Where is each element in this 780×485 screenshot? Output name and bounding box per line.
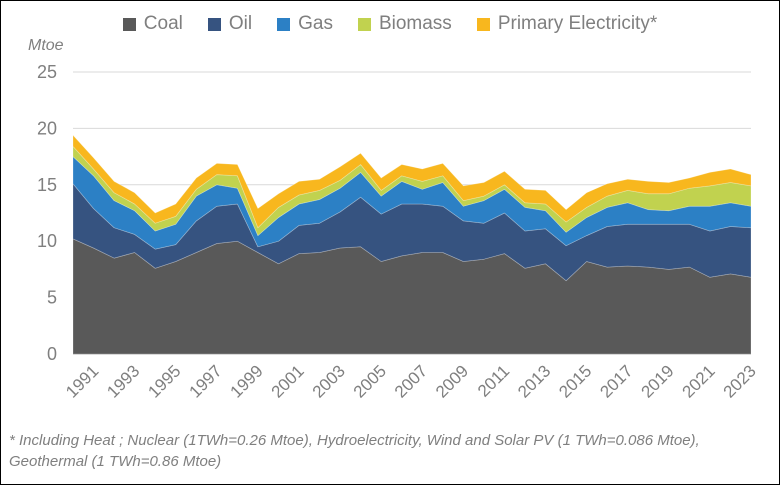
- legend-label-gas: Gas: [298, 13, 333, 34]
- legend-label-oil: Oil: [228, 13, 253, 34]
- x-tick-label-1997: 1997: [185, 361, 225, 401]
- legend-swatch-coal: [122, 17, 136, 31]
- y-tick-label-10: 10: [37, 231, 57, 251]
- x-tick-label-2003: 2003: [309, 361, 349, 401]
- x-tick-label-2001: 2001: [268, 361, 308, 401]
- legend-label-biomass: Biomass: [378, 13, 452, 34]
- unit-label: Mtoe: [28, 37, 64, 54]
- x-tick-label-2019: 2019: [637, 361, 677, 401]
- legend-item-oil: Oil: [207, 13, 253, 35]
- x-tick-label-2015: 2015: [555, 361, 595, 401]
- legend-swatch-oil: [207, 17, 221, 31]
- legend-swatch-gas: [277, 17, 291, 31]
- y-tick-label-15: 15: [37, 175, 57, 195]
- x-tick-label-1999: 1999: [227, 361, 267, 401]
- x-tick-label-2005: 2005: [350, 361, 390, 401]
- x-tick-label-2017: 2017: [596, 361, 636, 401]
- legend-item-primary-electricity: Primary Electricity*: [476, 13, 658, 35]
- footnote-line-1: * Including Heat ; Nuclear (1TWh=0.26 Mt…: [9, 432, 700, 449]
- legend-item-gas: Gas: [277, 13, 333, 35]
- area-gas: [72, 156, 752, 250]
- legend-swatch-biomass: [357, 17, 371, 31]
- y-tick-label-25: 25: [37, 62, 57, 82]
- area-primary-electricity: [72, 134, 752, 229]
- x-tick-label-2009: 2009: [432, 361, 472, 401]
- x-tick-label-2011: 2011: [474, 361, 513, 400]
- legend-label-coal: Coal: [143, 13, 183, 34]
- y-tick-label-20: 20: [37, 118, 57, 138]
- footnote-line-2: Geothermal (1 TWh=0.86 Mtoe): [9, 453, 222, 470]
- legend-item-biomass: Biomass: [357, 13, 452, 35]
- y-tick-label-0: 0: [47, 344, 57, 364]
- footnote: * Including Heat ; Nuclear (1TWh=0.26 Mt…: [9, 430, 777, 472]
- x-tick-label-2007: 2007: [391, 361, 431, 401]
- x-tick-label-2013: 2013: [514, 361, 554, 401]
- x-tick-label-2023: 2023: [720, 361, 760, 401]
- legend-swatch-primary-electricity: [476, 17, 490, 31]
- legend-item-coal: Coal: [122, 13, 183, 35]
- x-tick-label-1993: 1993: [103, 361, 143, 401]
- x-tick-label-1991: 1991: [62, 361, 102, 401]
- x-tick-label-2021: 2021: [679, 361, 719, 401]
- x-tick-label-1995: 1995: [144, 361, 184, 401]
- legend: Coal Oil Gas Biomass Primary Electricity*: [1, 13, 779, 35]
- y-tick-label-5: 5: [47, 288, 57, 308]
- legend-label-primary-electricity: Primary Electricity*: [497, 13, 658, 34]
